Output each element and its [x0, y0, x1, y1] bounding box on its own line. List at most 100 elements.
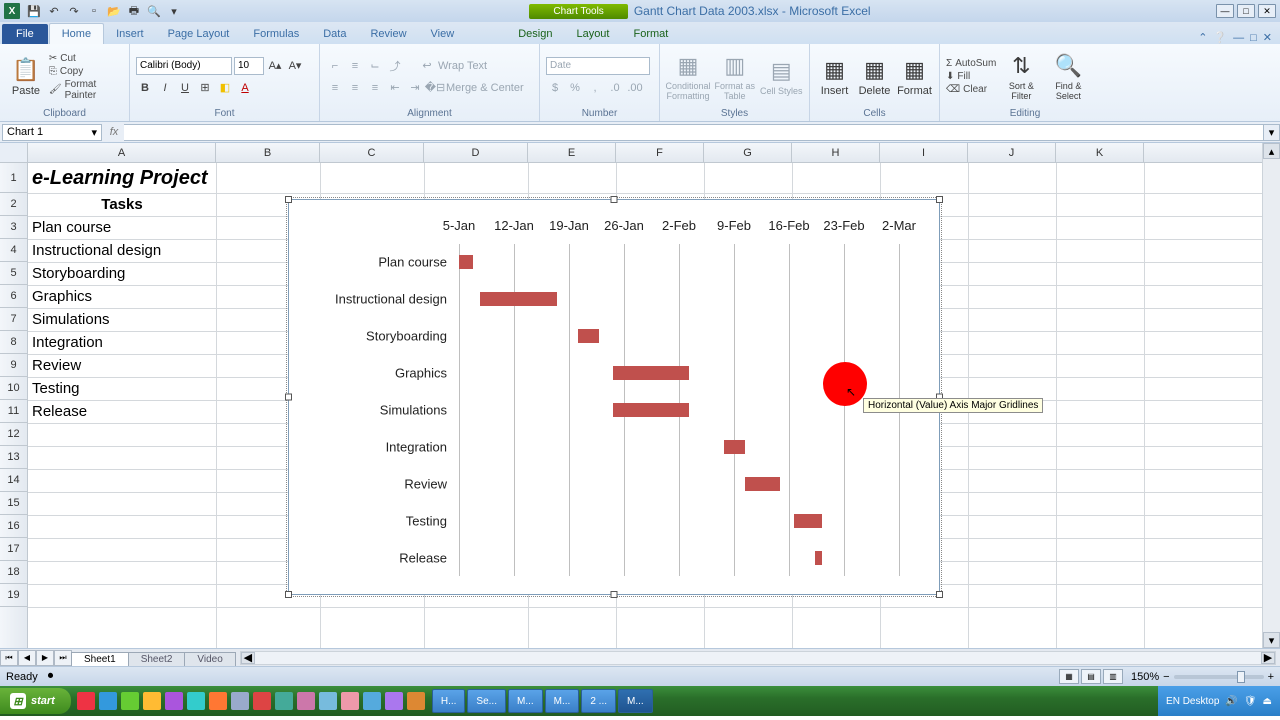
format-as-table-button[interactable]: ▥Format as Table: [713, 48, 757, 106]
scroll-left-icon[interactable]: ◀: [241, 652, 255, 664]
expand-formula-bar-icon[interactable]: ▾: [1264, 124, 1280, 141]
tab-review[interactable]: Review: [358, 24, 418, 44]
quick-launch-icon[interactable]: [341, 692, 359, 710]
row-15[interactable]: 15: [0, 492, 27, 515]
row-19[interactable]: 19: [0, 584, 27, 607]
cell[interactable]: Storyboarding: [28, 262, 216, 285]
taskbar-button[interactable]: M...: [545, 689, 580, 713]
minimize-button[interactable]: —: [1216, 4, 1234, 18]
select-all-corner[interactable]: [0, 143, 28, 163]
delete-cells-button[interactable]: ▦Delete: [856, 48, 893, 106]
tab-insert[interactable]: Insert: [104, 24, 156, 44]
taskbar-button[interactable]: M...: [508, 689, 543, 713]
cell[interactable]: Release: [28, 400, 216, 423]
col-I[interactable]: I: [880, 143, 968, 162]
number-format-combo[interactable]: Date: [546, 57, 650, 75]
quick-launch-icon[interactable]: [407, 692, 425, 710]
align-top-icon[interactable]: ⌐: [326, 57, 344, 75]
cell[interactable]: Instructional design: [28, 239, 216, 262]
col-J[interactable]: J: [968, 143, 1056, 162]
shrink-font-icon[interactable]: A▾: [286, 57, 304, 75]
cell[interactable]: Tasks: [28, 193, 216, 216]
tab-page-layout[interactable]: Page Layout: [156, 24, 242, 44]
conditional-formatting-button[interactable]: ▦Conditional Formatting: [666, 48, 710, 106]
taskbar-button[interactable]: 2 ...: [581, 689, 616, 713]
tab-nav-next-icon[interactable]: ▶: [36, 650, 54, 666]
col-D[interactable]: D: [424, 143, 528, 162]
quick-launch-icon[interactable]: [297, 692, 315, 710]
clear-button[interactable]: ⌫ Clear: [946, 84, 996, 95]
cell[interactable]: Simulations: [28, 308, 216, 331]
row-9[interactable]: 9: [0, 354, 27, 377]
col-K[interactable]: K: [1056, 143, 1144, 162]
taskbar-button[interactable]: Se...: [467, 689, 506, 713]
quick-launch-icon[interactable]: [121, 692, 139, 710]
cell[interactable]: Plan course: [28, 216, 216, 239]
normal-view-icon[interactable]: ▦: [1059, 669, 1079, 684]
gantt-bar[interactable]: [745, 477, 780, 491]
cell[interactable]: Integration: [28, 331, 216, 354]
quick-launch-icon[interactable]: [187, 692, 205, 710]
qat-open-icon[interactable]: 📂: [105, 2, 123, 20]
row-13[interactable]: 13: [0, 446, 27, 469]
cell[interactable]: Graphics: [28, 285, 216, 308]
horizontal-scrollbar[interactable]: ◀ ▶: [240, 651, 1276, 665]
cell[interactable]: Review: [28, 354, 216, 377]
row-8[interactable]: 8: [0, 331, 27, 354]
row-3[interactable]: 3: [0, 216, 27, 239]
border-button[interactable]: ⊞: [196, 79, 214, 97]
merge-button[interactable]: �⊟: [426, 79, 444, 97]
system-tray[interactable]: EN Desktop 🔊🛡⏏: [1158, 686, 1280, 716]
tab-design[interactable]: Design: [506, 24, 564, 44]
autosum-button[interactable]: Σ AutoSum: [946, 58, 996, 69]
row-16[interactable]: 16: [0, 515, 27, 538]
zoom-slider[interactable]: [1174, 675, 1264, 679]
row-18[interactable]: 18: [0, 561, 27, 584]
wrap-text-button[interactable]: ↩: [418, 57, 436, 75]
quick-launch-icon[interactable]: [253, 692, 271, 710]
tab-data[interactable]: Data: [311, 24, 358, 44]
scroll-down-icon[interactable]: ▾: [1263, 632, 1280, 648]
tab-formulas[interactable]: Formulas: [241, 24, 311, 44]
cell[interactable]: Testing: [28, 377, 216, 400]
row-5[interactable]: 5: [0, 262, 27, 285]
fx-icon[interactable]: fx: [104, 126, 124, 138]
col-E[interactable]: E: [528, 143, 616, 162]
gantt-bar[interactable]: [459, 255, 473, 269]
start-button[interactable]: ⊞start: [0, 688, 71, 714]
qat-save-icon[interactable]: 💾: [25, 2, 43, 20]
qat-undo-icon[interactable]: ↶: [45, 2, 63, 20]
row-17[interactable]: 17: [0, 538, 27, 561]
gantt-bar[interactable]: [480, 292, 557, 306]
sheet-tab-1[interactable]: Sheet1: [71, 652, 129, 666]
zoom-out-icon[interactable]: −: [1163, 671, 1169, 683]
row-2[interactable]: 2: [0, 193, 27, 216]
zoom-level[interactable]: 150%: [1131, 671, 1159, 683]
help-icon[interactable]: ❔: [1213, 31, 1227, 44]
fill-color-button[interactable]: ◧: [216, 79, 234, 97]
fill-button[interactable]: ⬇ Fill: [946, 71, 996, 82]
col-C[interactable]: C: [320, 143, 424, 162]
tab-file[interactable]: File: [2, 24, 48, 44]
col-G[interactable]: G: [704, 143, 792, 162]
sheet-tab-3[interactable]: Video: [184, 652, 235, 666]
gantt-bar[interactable]: [794, 514, 822, 528]
gantt-bar[interactable]: [724, 440, 745, 454]
copy-button[interactable]: ⎘ Copy: [49, 66, 123, 77]
page-break-view-icon[interactable]: ▥: [1103, 669, 1123, 684]
find-select-button[interactable]: 🔍Find & Select: [1046, 48, 1090, 106]
qat-new-icon[interactable]: ▫: [85, 2, 103, 20]
quick-launch-icon[interactable]: [363, 692, 381, 710]
insert-cells-button[interactable]: ▦Insert: [816, 48, 853, 106]
tab-nav-first-icon[interactable]: ⏮: [0, 650, 18, 666]
zoom-in-icon[interactable]: +: [1268, 671, 1274, 683]
formula-input[interactable]: [124, 124, 1264, 141]
bold-button[interactable]: B: [136, 79, 154, 97]
col-H[interactable]: H: [792, 143, 880, 162]
quick-launch-icon[interactable]: [319, 692, 337, 710]
grow-font-icon[interactable]: A▴: [266, 57, 284, 75]
cell-styles-button[interactable]: ▤Cell Styles: [760, 48, 804, 106]
gantt-bar[interactable]: [613, 366, 690, 380]
minimize-ribbon-icon[interactable]: ⌃: [1198, 31, 1207, 44]
row-1[interactable]: 1: [0, 163, 27, 193]
